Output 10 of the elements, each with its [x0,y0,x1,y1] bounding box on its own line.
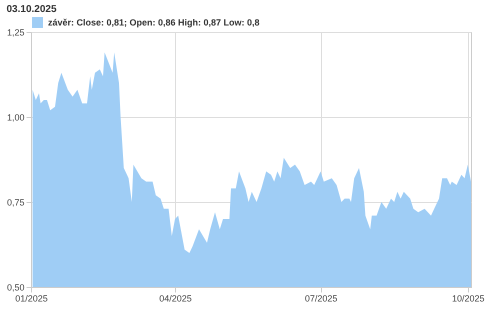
y-tick-label: 0,75 [6,198,24,208]
legend-label: závěr: Close: 0,81; Open: 0,86 High: 0,87 Low: 0,8 [48,18,260,28]
y-tick-label: 1,25 [6,28,24,38]
x-tick-label: 04/2025 [159,294,192,304]
y-tick-label: 0,50 [6,282,24,292]
x-tick-label: 07/2025 [304,294,338,304]
y-tick-label: 1,00 [6,112,24,122]
x-tick-label: 01/2025 [15,294,48,304]
x-tick-label: 10/2025 [452,294,485,304]
text: 03.10.2025 [6,4,57,15]
